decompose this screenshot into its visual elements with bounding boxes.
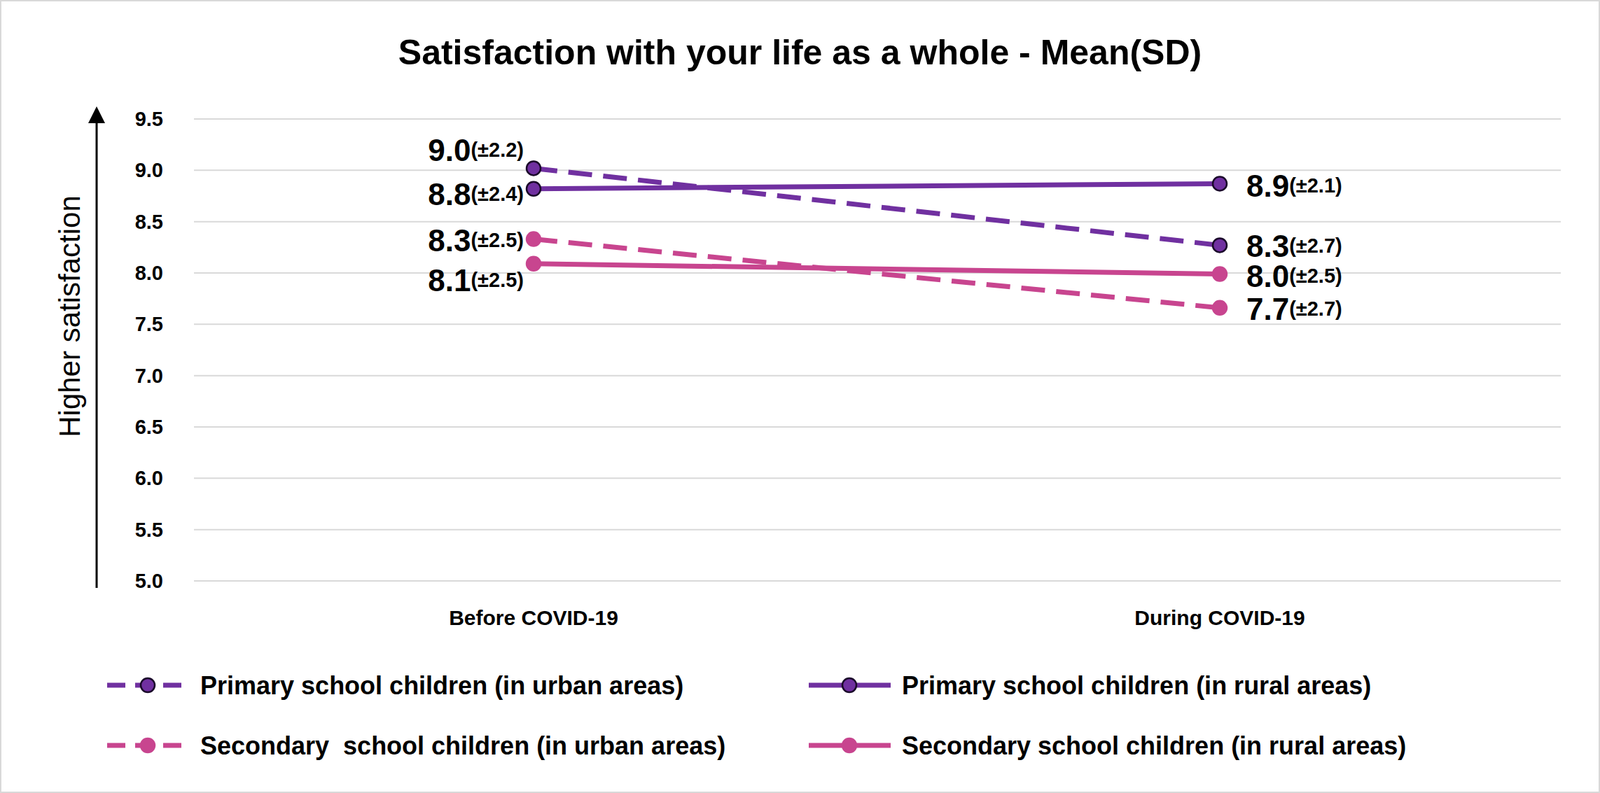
data-label-value: 9.0 (427, 133, 471, 168)
data-label-value: 8.3 (427, 222, 471, 257)
legend-marker (842, 738, 857, 753)
chart: Satisfaction with your life as a whole -… (0, 0, 1600, 793)
series-line (533, 263, 1220, 275)
data-label-value: 8.0 (1246, 259, 1290, 294)
y-tick-label: 8.0 (135, 261, 164, 285)
data-point (1212, 238, 1227, 253)
y-tick-label: 6.5 (135, 415, 164, 439)
data-point (526, 232, 541, 247)
y-tick-label: 5.0 (135, 569, 164, 593)
grid-line (193, 529, 1561, 531)
y-axis-arrow (95, 117, 99, 589)
legend-item: Secondary school children (in urban area… (107, 731, 726, 761)
y-tick-label: 7.5 (135, 312, 164, 336)
title: Satisfaction with your life as a whole -… (398, 32, 1202, 73)
series-line (533, 239, 1220, 309)
y-tick-label: 9.0 (135, 158, 164, 182)
grid-line (193, 580, 1561, 582)
series-line (533, 168, 1220, 246)
grid-line (193, 375, 1561, 377)
legend-label: Secondary school children (in rural area… (901, 731, 1407, 761)
legend-item: Primary school children (in rural areas) (808, 671, 1372, 701)
y-tick-label: 9.5 (135, 107, 164, 131)
data-label: 8.0(±2.5) (1246, 259, 1343, 294)
data-label: 8.9(±2.1) (1246, 168, 1343, 204)
data-label-value: 8.1 (427, 262, 471, 297)
legend-marker (842, 678, 857, 693)
x-tick-label: During COVID-19 (1134, 606, 1305, 630)
data-label-value: 7.7 (1246, 291, 1290, 326)
grid (193, 119, 1561, 582)
data-label-sd: (±2.5) (1289, 264, 1343, 288)
data-label: 8.8(±2.4) (427, 176, 524, 211)
data-label-sd: (±2.1) (1289, 174, 1343, 197)
series-line (533, 183, 1220, 189)
y-tick-label: 5.5 (135, 518, 164, 542)
y-tick-label: 6.0 (135, 467, 164, 490)
data-point (1212, 176, 1227, 191)
grid-line (193, 323, 1561, 325)
legend-label: Primary school children (in rural areas) (901, 671, 1372, 701)
grid-line (193, 118, 1561, 120)
plot-data (526, 161, 1227, 315)
data-label-sd: (±2.5) (470, 268, 524, 292)
legend-marker (140, 738, 155, 753)
y-axis-title: Higher satisfaction (53, 195, 87, 438)
grid-line (193, 272, 1561, 274)
data-label-sd: (±2.7) (1289, 234, 1343, 257)
legend-item: Secondary school children (in rural area… (808, 731, 1407, 761)
data-point (526, 161, 541, 176)
data-label: 8.3(±2.7) (1246, 228, 1343, 264)
data-label: 8.3(±2.5) (427, 222, 524, 257)
data-label-sd: (±2.5) (470, 228, 524, 252)
grid-line (193, 169, 1561, 171)
y-tick-label: 8.5 (135, 210, 164, 234)
data-label-sd: (±2.4) (470, 182, 524, 206)
legend-item: Primary school children (in urban areas) (107, 671, 684, 701)
data-label-value: 8.3 (1246, 228, 1290, 264)
grid-line (193, 426, 1561, 428)
data-label: 8.1(±2.5) (427, 262, 524, 297)
data-point (1212, 301, 1227, 316)
x-tick-label: Before COVID-19 (448, 606, 619, 630)
data-label-sd: (±2.2) (470, 138, 524, 162)
legend-marker (140, 678, 155, 693)
data-label-value: 8.8 (427, 176, 471, 211)
data-label-sd: (±2.7) (1289, 297, 1343, 320)
data-point (526, 182, 541, 197)
grid-line (193, 477, 1561, 479)
grid-line (193, 221, 1561, 223)
data-point (526, 256, 541, 271)
y-axis-arrowhead (88, 106, 106, 124)
data-label-value: 8.9 (1246, 168, 1290, 204)
data-label: 9.0(±2.2) (427, 133, 524, 168)
legend-label: Primary school children (in urban areas) (200, 671, 684, 701)
frame (0, 0, 1600, 793)
data-point (1212, 266, 1227, 281)
y-tick-label: 7.0 (135, 364, 164, 388)
data-label: 7.7(±2.7) (1246, 291, 1343, 326)
legend-label: Secondary school children (in urban area… (200, 731, 726, 761)
